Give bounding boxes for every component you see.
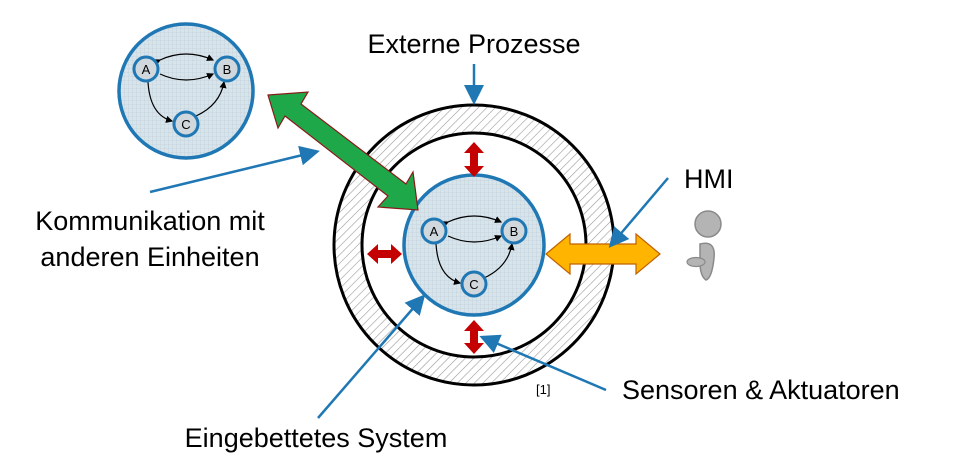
pointer-sensoren (479, 334, 607, 392)
label-eingebettetes-system: Eingebettetes System (185, 423, 448, 453)
pointer-eingebettetes-system (317, 294, 426, 419)
node-c (172, 110, 200, 138)
pointer-lines (149, 64, 669, 419)
label-sensoren-aktuatoren: Sensoren & Aktuatoren (622, 375, 900, 405)
node-b (500, 217, 528, 245)
node-a-label: A (142, 62, 151, 77)
node-graph-other-unit: A B C (132, 53, 241, 138)
user-person-icon (686, 210, 722, 281)
node-b-label: B (223, 62, 232, 77)
label-kommunikation-line2: anderen Einheiten (40, 242, 259, 272)
node-graph-embedded-system: A B C (420, 215, 528, 298)
hmi-arrow (545, 232, 661, 276)
sensor-arrow-top (464, 142, 484, 177)
node-a-label: A (430, 224, 439, 239)
node-b (213, 55, 241, 83)
reference-marker: [1] (536, 382, 550, 397)
node-c (460, 270, 488, 298)
node-c-label: C (181, 117, 190, 132)
sensor-arrow-left (367, 244, 402, 264)
other-unit-circle (117, 22, 255, 160)
label-hmi: HMI (684, 164, 734, 194)
node-b-label: B (510, 224, 519, 239)
node-c-label: C (469, 277, 478, 292)
sensor-arrow-bottom (464, 320, 484, 354)
communication-arrow (267, 91, 419, 211)
pointer-hmi (608, 177, 669, 248)
node-a (420, 217, 448, 245)
pointer-kommunikation (149, 145, 320, 194)
node-a (132, 55, 160, 83)
label-kommunikation-line1: Kommunikation mit (35, 206, 265, 236)
label-externe-prozesse: Externe Prozesse (367, 29, 580, 59)
